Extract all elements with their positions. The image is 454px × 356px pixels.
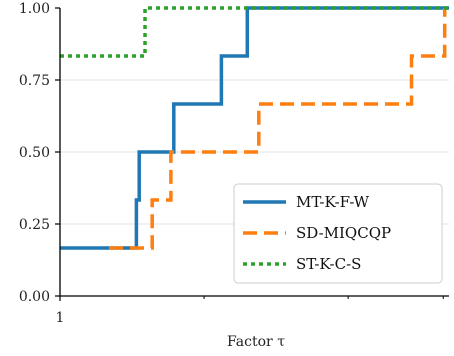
y-tick-label-3: 0.75 [19,73,50,89]
y-tick-label-4: 1.00 [19,1,50,17]
series-line-st-k-c-s [60,6,449,58]
series-line-mt-k-f-w [60,6,449,250]
x-axis-ticks: 1 [56,296,444,326]
y-tick-label-0: 0.00 [19,289,50,305]
x-axis-title: Factor τ [227,334,285,350]
legend: MT-K-F-W SD-MIQCQP ST-K-C-S [233,183,443,284]
legend-box [233,183,443,284]
legend-label-mt-k-f-w: MT-K-F-W [296,193,370,211]
x-tick-label-0: 1 [56,310,65,326]
series-line-sd-miqcqp [109,8,447,250]
legend-label-sd-miqcqp: SD-MIQCQP [296,224,391,242]
legend-label-st-k-c-s: ST-K-C-S [296,255,361,273]
y-tick-label-1: 0.25 [19,217,50,233]
y-tick-label-2: 0.50 [19,145,50,161]
plot-series [60,6,449,250]
y-axis-ticks: 0.00 0.25 0.50 0.75 1.00 [19,1,60,305]
